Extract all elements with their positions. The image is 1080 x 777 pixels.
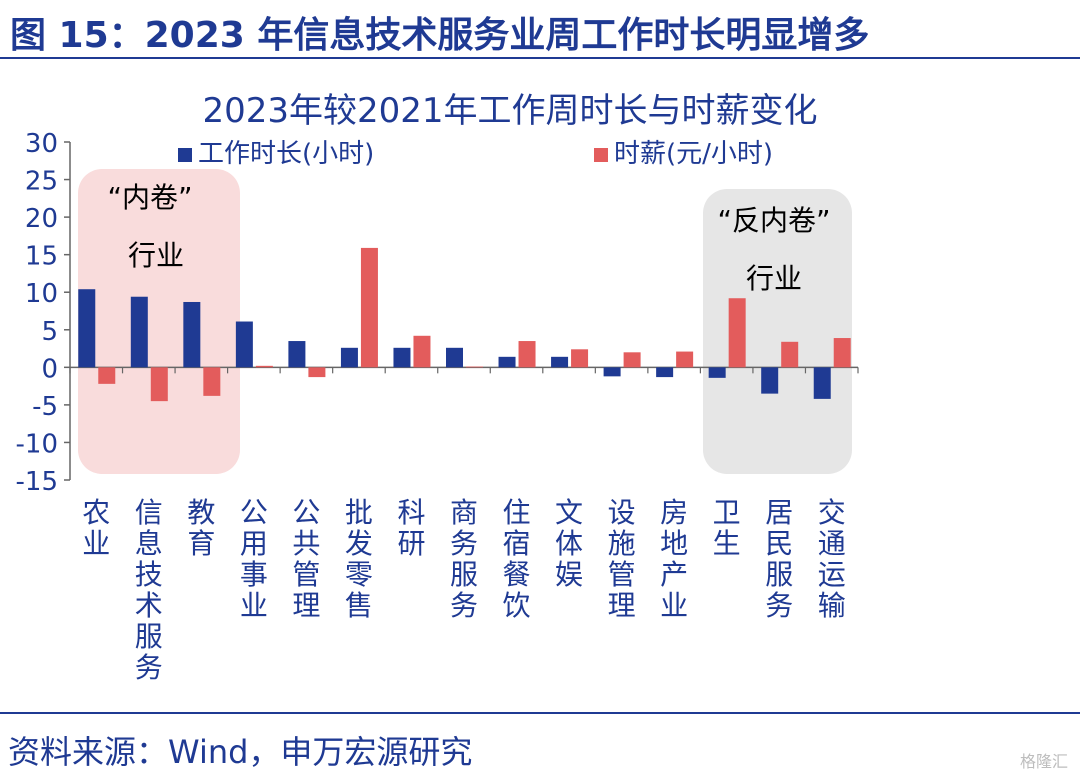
bar-hours bbox=[446, 347, 463, 368]
bar-wage bbox=[413, 335, 431, 368]
bar-wage bbox=[203, 367, 221, 396]
bar-wage bbox=[98, 367, 116, 384]
y-tick-label: 25 bbox=[25, 167, 58, 197]
x-tick-label: 商务服务 bbox=[450, 496, 478, 622]
y-tick-label: 15 bbox=[25, 242, 58, 272]
x-tick-label: 房地产业 bbox=[660, 496, 688, 622]
bar-hours bbox=[551, 356, 569, 368]
bar-hours bbox=[130, 296, 148, 368]
x-tick-label: 交通运输 bbox=[818, 496, 846, 622]
x-tick-label: 文体娱 bbox=[555, 496, 583, 591]
chart-title: 2023年较2021年工作周时长与时薪变化 bbox=[202, 91, 817, 131]
bar-hours bbox=[340, 347, 358, 368]
bar-wage bbox=[676, 351, 694, 368]
y-tick-label: 0 bbox=[41, 354, 58, 384]
bar-wage bbox=[308, 367, 326, 378]
involution-label-line2: 行业 bbox=[128, 239, 184, 272]
anti-involution-label-line1: “反内卷” bbox=[717, 204, 830, 237]
y-tick-label: 5 bbox=[41, 317, 58, 347]
y-tick-label: -10 bbox=[16, 429, 58, 459]
bar-wage bbox=[255, 365, 273, 368]
chart: 2023年较2021年工作周时长与时薪变化 工作时长(小时) 时薪(元/小时) … bbox=[16, 91, 859, 684]
y-tick-label: 30 bbox=[25, 129, 58, 159]
bar-hours bbox=[235, 321, 253, 368]
x-tick-label: 住宿餐饮 bbox=[503, 496, 531, 622]
bar-wage bbox=[150, 367, 168, 402]
legend-swatch-hours bbox=[178, 148, 192, 162]
figure-title: 图 15：2023 年信息技术服务业周工作时长明显增多 bbox=[10, 15, 870, 56]
x-tick-label: 科研 bbox=[397, 496, 425, 560]
bar-hours bbox=[603, 367, 621, 377]
bar-hours bbox=[761, 367, 779, 394]
x-tick-label: 教育 bbox=[187, 496, 215, 560]
y-tick-label: -15 bbox=[16, 467, 58, 497]
bar-wage bbox=[833, 338, 851, 368]
involution-label-line1: “内卷” bbox=[107, 181, 192, 214]
x-tick-label: 卫生 bbox=[713, 496, 741, 560]
chart-marks: 30 25 20 15 10 5 0 -5 -10 -15 农业信息技术服务教育公用事业公共管理批发… bbox=[16, 129, 859, 684]
legend-swatch-wage bbox=[594, 148, 608, 162]
x-tick-label: 公用事业 bbox=[240, 496, 268, 622]
x-tick-label: 公共管理 bbox=[292, 496, 320, 622]
bar-wage bbox=[623, 352, 641, 368]
title-rule bbox=[0, 57, 1080, 59]
bar-hours bbox=[393, 347, 411, 368]
bar-hours bbox=[498, 356, 516, 368]
legend-label-hours: 工作时长(小时) bbox=[198, 139, 374, 169]
legend-label-wage: 时薪(元/小时) bbox=[614, 139, 773, 169]
y-tick-label: 20 bbox=[25, 204, 58, 234]
x-tick-label: 农业 bbox=[82, 496, 110, 560]
bar-wage bbox=[781, 341, 799, 368]
bar-wage bbox=[518, 341, 536, 368]
source-rule bbox=[0, 712, 1080, 714]
watermark: 格隆汇 bbox=[1019, 752, 1068, 771]
bar-hours bbox=[183, 301, 201, 368]
involution-highlight-box bbox=[78, 169, 240, 474]
bar-wage bbox=[360, 247, 378, 368]
anti-involution-highlight-box bbox=[703, 189, 852, 474]
bar-wage bbox=[466, 366, 483, 368]
bar-hours bbox=[78, 289, 96, 368]
anti-involution-label-line2: 行业 bbox=[746, 262, 802, 295]
y-tick-label: -5 bbox=[32, 392, 58, 422]
x-tick-label: 信息技术服务 bbox=[135, 496, 163, 684]
bar-hours bbox=[708, 367, 726, 378]
bar-hours bbox=[288, 341, 306, 368]
y-tick-label: 10 bbox=[25, 279, 58, 309]
x-tick-label: 设施管理 bbox=[608, 496, 636, 622]
x-tick-label: 居民服务 bbox=[765, 496, 793, 622]
bar-wage bbox=[571, 349, 589, 368]
bar-hours bbox=[656, 367, 674, 378]
bar-hours bbox=[813, 367, 831, 399]
x-tick-label: 批发零售 bbox=[345, 496, 373, 622]
bar-wage bbox=[728, 298, 746, 368]
source-note: 资料来源：Wind，申万宏源研究 bbox=[8, 733, 473, 771]
